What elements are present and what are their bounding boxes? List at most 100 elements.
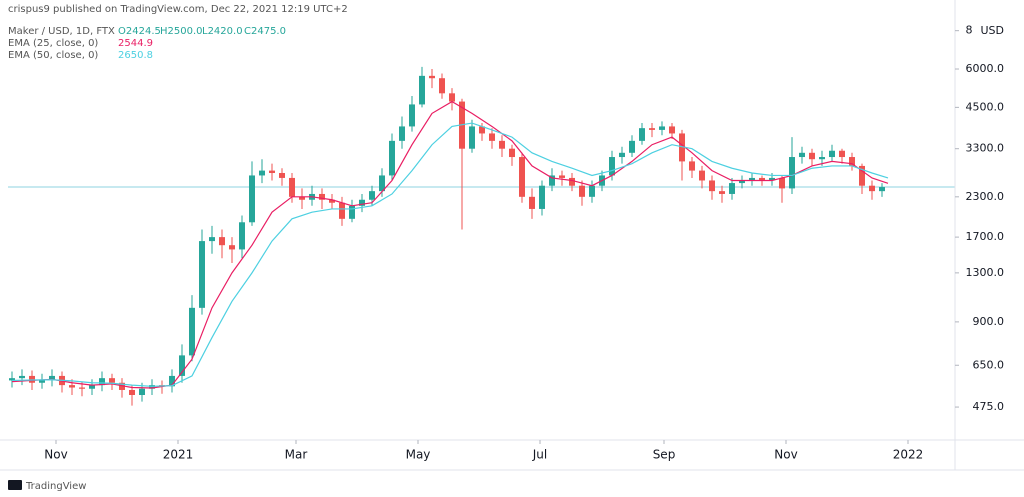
candle-body — [859, 165, 865, 186]
candle-body — [139, 388, 145, 395]
x-tick-label: May — [406, 448, 431, 462]
candle-body — [409, 104, 415, 127]
y-tick-label: 4500.0 — [966, 100, 1005, 113]
y-tick-label: 3300.0 — [966, 142, 1005, 155]
candle-body — [69, 385, 75, 388]
symbol-title: Maker / USD, 1D, FTX — [8, 26, 115, 37]
candle-body — [489, 133, 495, 141]
candle-body — [389, 140, 395, 176]
candle-body — [589, 185, 595, 197]
candle-body — [669, 126, 675, 134]
candle-body — [359, 199, 365, 206]
candle-body — [199, 241, 205, 308]
candle-body — [29, 375, 35, 383]
candle-body — [99, 378, 105, 386]
legend-value: 2544.9 — [118, 38, 153, 49]
candle-body — [279, 173, 285, 178]
candle-body — [469, 126, 475, 149]
legend: Maker / USD, 1D, FTX EMA (25, close, 0) 2… — [8, 26, 286, 61]
candle-body — [119, 382, 125, 390]
x-tick-label: 2021 — [163, 448, 194, 462]
candle-body — [739, 180, 745, 184]
candle-body — [319, 193, 325, 200]
candle-body — [609, 157, 615, 176]
x-tick-label: Sep — [653, 448, 676, 462]
candle-body — [779, 177, 785, 189]
candle-body — [649, 128, 655, 130]
candle-body — [819, 157, 825, 160]
x-tick-label: Jul — [532, 448, 547, 462]
candle-body — [879, 187, 885, 192]
legend-value: 2650.8 — [118, 50, 153, 61]
candle-body — [269, 170, 275, 174]
candle-body — [19, 375, 25, 379]
candle-body — [429, 75, 435, 79]
candle-body — [179, 355, 185, 376]
candle-body — [169, 375, 175, 387]
logo-icon — [8, 480, 22, 490]
candle-body — [39, 380, 45, 383]
candle-body — [709, 180, 715, 192]
ohlc-value: C2475.0 — [244, 26, 286, 37]
y-tick-label: 2300.0 — [966, 190, 1005, 203]
footer-logo: TradingView — [25, 481, 86, 492]
candle-body — [639, 128, 645, 141]
candle-body — [259, 170, 265, 176]
candle-body — [339, 202, 345, 219]
candle-body — [229, 245, 235, 250]
ohlc-value: O2424.5 — [118, 26, 161, 37]
candle-body — [849, 157, 855, 166]
candle-body — [499, 140, 505, 149]
candle-body — [829, 150, 835, 158]
candle-body — [519, 157, 525, 197]
y-tick-label: 6000.0 — [966, 62, 1005, 75]
ema-line — [11, 100, 889, 389]
candle-body — [659, 126, 665, 130]
candle-body — [789, 157, 795, 189]
candle-body — [9, 378, 15, 381]
candle-body — [149, 385, 155, 389]
candle-body — [219, 237, 225, 246]
candle-body — [629, 140, 635, 153]
y-tick-label: 1700.0 — [966, 230, 1005, 243]
candle-body — [769, 177, 775, 181]
candle-body — [579, 185, 585, 197]
candle-body — [369, 191, 375, 200]
x-tick-label: Nov — [44, 448, 67, 462]
publisher-line: crispus9 published on TradingView.com, D… — [8, 4, 348, 15]
ohlc-value: L2420.0 — [202, 26, 243, 37]
x-tick-label: Nov — [774, 448, 797, 462]
candle-body — [539, 185, 545, 209]
candle-body — [439, 78, 445, 94]
candle-body — [799, 152, 805, 158]
candle-body — [839, 150, 845, 158]
candle-body — [679, 133, 685, 162]
candle-body — [189, 307, 195, 356]
candle-body — [479, 126, 485, 134]
plot-area — [8, 66, 955, 406]
candle-body — [449, 93, 455, 102]
candle-body — [689, 161, 695, 171]
candle-body — [749, 177, 755, 181]
y-tick-label: 900.0 — [973, 315, 1005, 328]
candle-body — [289, 177, 295, 197]
candle-body — [729, 183, 735, 194]
candle-body — [569, 177, 575, 186]
candle-body — [79, 387, 85, 389]
candle-body — [759, 177, 765, 181]
candle-body — [549, 175, 555, 186]
axes: 8000.06000.04500.03300.02300.01700.01300… — [44, 24, 1004, 462]
candle-body — [299, 196, 305, 200]
candle-body — [869, 185, 875, 192]
candle-body — [699, 170, 705, 181]
currency-label: USD — [980, 24, 1004, 37]
ema-line — [11, 122, 889, 387]
ohlc-value: H2500.0 — [160, 26, 203, 37]
candle-body — [109, 378, 115, 383]
candle-body — [559, 175, 565, 178]
candle-body — [719, 191, 725, 194]
x-tick-label: Mar — [285, 448, 308, 462]
legend-name: EMA (25, close, 0) — [8, 38, 98, 49]
y-tick-label: 650.0 — [973, 358, 1005, 371]
